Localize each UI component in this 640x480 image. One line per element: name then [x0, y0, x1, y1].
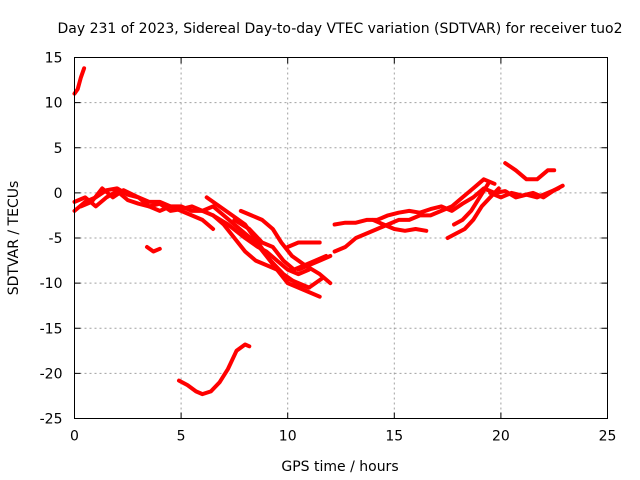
- series-line-16: [445, 186, 501, 240]
- series-line-8: [238, 208, 333, 286]
- series-line-11: [145, 245, 162, 254]
- series-line-17: [452, 181, 491, 227]
- chart-title: Day 231 of 2023, Sidereal Day-to-day VTE…: [57, 21, 622, 37]
- x-axis-title: GPS time / hours: [281, 459, 398, 475]
- x-tick-label: 0: [70, 429, 79, 445]
- series-line-4: [78, 186, 216, 231]
- series-line-9: [285, 240, 322, 249]
- plot-frame: [74, 57, 608, 419]
- gridlines: [74, 57, 608, 419]
- y-tick-label: -5: [49, 231, 63, 247]
- y-tick-label: 5: [54, 141, 63, 157]
- y-tick-label: 10: [45, 96, 63, 112]
- x-tick-label: 5: [177, 429, 186, 445]
- y-tick-label: -25: [40, 412, 63, 428]
- y-tick-label: 15: [45, 51, 63, 67]
- series-line-12: [177, 342, 252, 397]
- series-line-18: [503, 161, 557, 182]
- x-tick-label: 10: [279, 429, 297, 445]
- y-tick-label: 0: [54, 186, 63, 202]
- y-tick-label: -10: [40, 276, 63, 292]
- x-tick-labels: 0 5 10 15 20 25: [70, 429, 616, 445]
- y-tick-label: -15: [40, 321, 63, 337]
- series-group: [72, 66, 565, 397]
- y-tick-labels: 15 10 5 0 -5 -10 -15 -20 -25: [40, 51, 63, 428]
- series-line-1: [72, 66, 87, 96]
- series-line-10: [296, 254, 333, 272]
- x-tick-label: 20: [492, 429, 510, 445]
- series-line-2: [72, 189, 311, 290]
- series-line-14: [332, 177, 497, 254]
- series-line-19: [488, 183, 565, 200]
- x-tick-label: 25: [599, 429, 617, 445]
- x-tick-label: 15: [385, 429, 403, 445]
- series-line-15: [371, 217, 429, 233]
- y-axis-title: SDTVAR / TECUs: [6, 181, 22, 296]
- y-tick-label: -20: [40, 366, 63, 382]
- series-line-6: [211, 213, 311, 277]
